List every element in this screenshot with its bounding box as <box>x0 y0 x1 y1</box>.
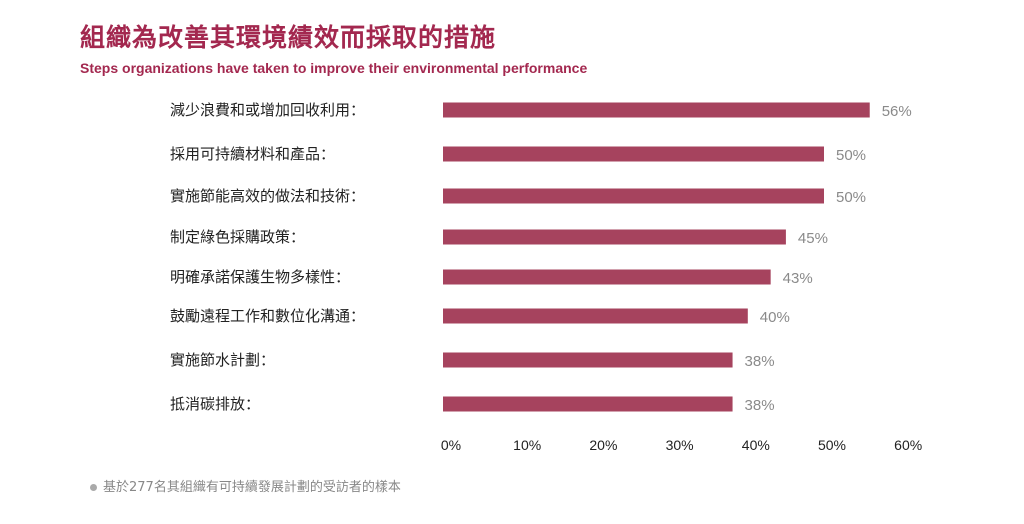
x-tick-label: 40% <box>742 437 770 453</box>
bullet-icon <box>90 484 97 491</box>
category-label: 採用可持續材料和產品： <box>170 145 335 163</box>
x-tick-label: 50% <box>818 437 846 453</box>
bar <box>443 352 733 368</box>
bar <box>443 396 733 412</box>
category-label: 抵消碳排放： <box>170 395 260 413</box>
data-label: 50% <box>836 189 866 206</box>
data-label: 43% <box>783 270 813 287</box>
category-label: 明確承諾保護生物多樣性： <box>170 268 350 286</box>
category-label: 實施節水計劃： <box>170 351 275 369</box>
chart-subtitle: Steps organizations have taken to improv… <box>80 60 588 76</box>
x-tick-label: 30% <box>666 437 694 453</box>
footnote-text: 基於277名其組織有可持續發展計劃的受訪者的樣本 <box>103 480 401 495</box>
category-label: 實施節能高效的做法和技術： <box>170 187 365 205</box>
x-tick-label: 10% <box>513 437 541 453</box>
data-label: 40% <box>760 309 790 326</box>
data-label: 56% <box>882 103 912 120</box>
x-tick-label: 60% <box>894 437 922 453</box>
bar <box>443 229 786 245</box>
bar <box>443 102 870 118</box>
x-tick-label: 20% <box>589 437 617 453</box>
category-label: 制定綠色採購政策： <box>170 228 305 246</box>
bar <box>443 308 748 324</box>
category-label: 減少浪費和或增加回收利用： <box>170 101 365 119</box>
data-label: 50% <box>836 147 866 164</box>
bar <box>443 146 824 162</box>
bar <box>443 269 771 285</box>
bar <box>443 188 824 204</box>
footnote: 基於277名其組織有可持續發展計劃的受訪者的樣本 <box>90 476 401 495</box>
x-tick-label: 0% <box>441 437 461 453</box>
chart-title: 組織為改善其環境績效而採取的措施 <box>80 23 497 52</box>
category-label: 鼓勵遠程工作和數位化溝通： <box>170 307 365 325</box>
data-label: 38% <box>745 353 775 370</box>
data-label: 38% <box>745 397 775 414</box>
data-label: 45% <box>798 230 828 247</box>
